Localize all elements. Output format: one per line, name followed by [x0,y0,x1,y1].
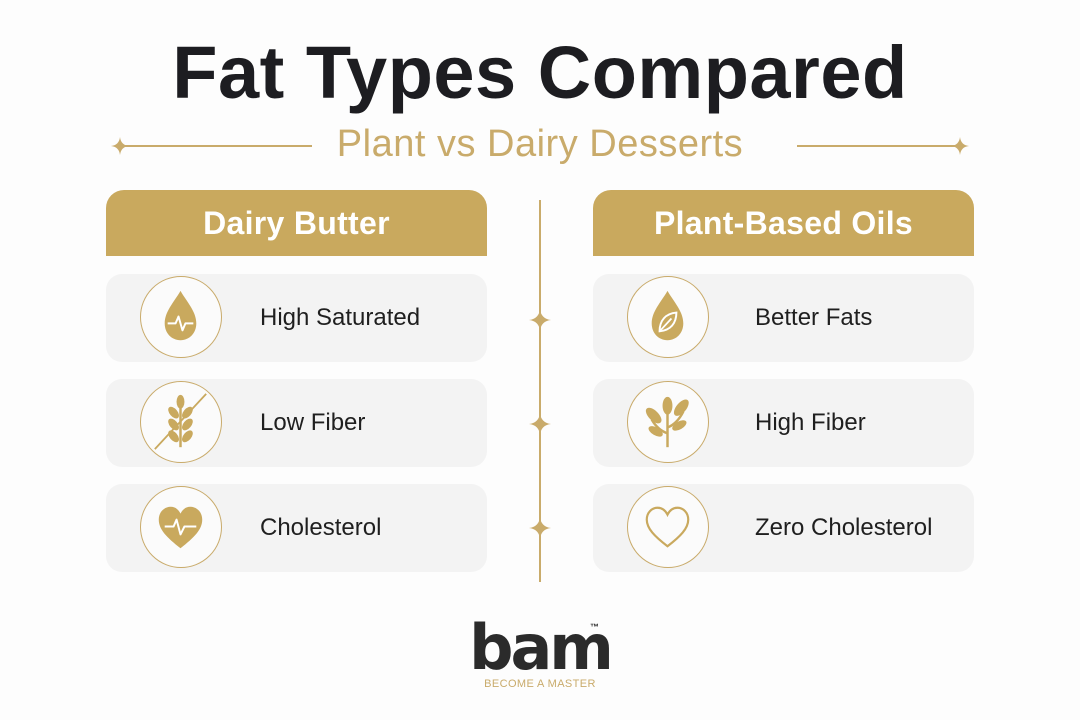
sparkle-icon [529,517,551,539]
sparkle-icon [529,413,551,435]
subtitle-line-left [122,145,312,147]
sprout-icon [627,381,709,463]
logo-wordmark: bam [469,611,614,684]
drop-pulse-icon [140,276,222,358]
card-label: Low Fiber [260,409,366,436]
plant-based-oils-header: Plant-Based Oils [593,190,974,256]
dairy-butter-column: Dairy Butter High Saturated [106,190,487,572]
logo-trademark: ™ [590,622,599,632]
page-title: Fat Types Compared [172,31,908,114]
crossed-wheat-icon [140,381,222,463]
list-item: Low Fiber [106,379,487,467]
list-item: High Saturated [106,274,487,362]
subtitle: Plant vs Dairy Desserts [336,123,744,165]
card-label: Better Fats [755,304,873,331]
logo-tagline: BECOME A MASTER [484,678,596,690]
card-label: Zero Cholesterol [755,514,933,541]
list-item: High Fiber [593,379,974,467]
sparkle-icon [951,137,969,155]
heart-pulse-icon [140,486,222,568]
list-item: Zero Cholesterol [593,484,974,572]
drop-leaf-icon [627,276,709,358]
plant-based-oils-column: Plant-Based Oils Better Fats [593,190,974,572]
subtitle-line-right [797,145,959,147]
dairy-butter-header: Dairy Butter [106,190,487,256]
subtitle-row: Plant vs Dairy Desserts [0,118,1080,170]
sparkle-icon [111,137,129,155]
bam-logo: bam ™ BECOME A MASTER [440,611,640,691]
card-label: High Saturated [260,304,421,331]
list-item: Cholesterol [106,484,487,572]
sparkle-icon [529,309,551,331]
card-label: Cholesterol [260,514,382,541]
center-divider [539,200,541,582]
heart-outline-icon [627,486,709,568]
list-item: Better Fats [593,274,974,362]
card-label: High Fiber [755,409,866,436]
